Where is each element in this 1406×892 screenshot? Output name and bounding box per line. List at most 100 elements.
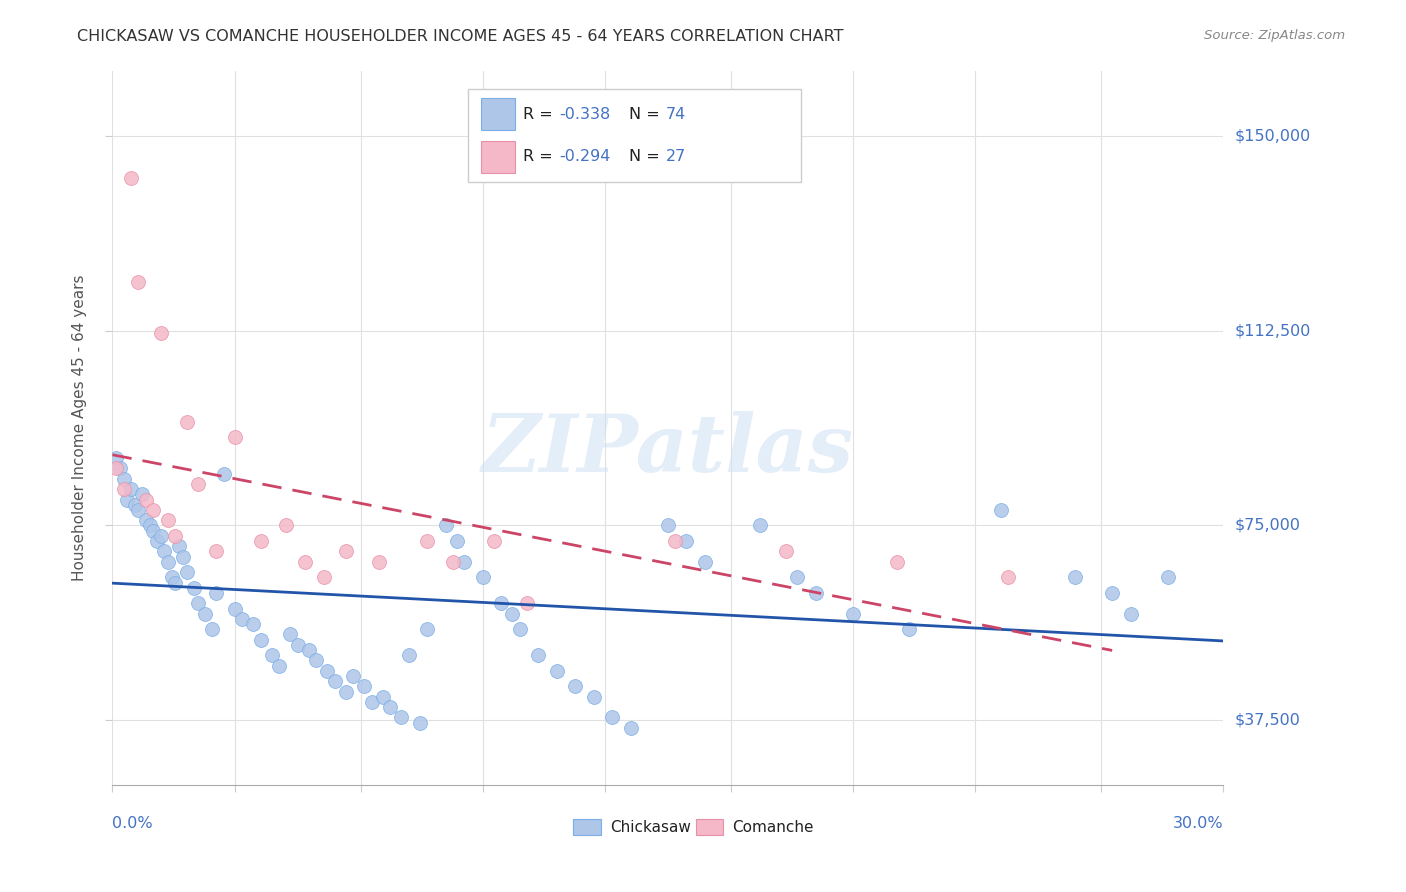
Point	[1119, 607, 1142, 621]
Text: 0.0%: 0.0%	[112, 815, 153, 830]
Point	[471, 570, 494, 584]
Point	[276, 518, 298, 533]
Point	[441, 555, 464, 569]
Point	[1156, 570, 1178, 584]
Text: $112,500: $112,500	[1234, 324, 1310, 338]
Point	[335, 544, 357, 558]
Point	[135, 492, 157, 507]
Point	[294, 555, 316, 569]
Point	[693, 555, 716, 569]
Point	[127, 275, 149, 289]
Point	[990, 503, 1012, 517]
Bar	[481, 141, 515, 173]
Point	[157, 513, 180, 527]
Point	[453, 555, 475, 569]
Point	[138, 518, 160, 533]
Point	[187, 596, 209, 610]
Point	[176, 415, 198, 429]
Text: $75,000: $75,000	[1234, 518, 1301, 533]
Point	[323, 674, 346, 689]
Point	[131, 487, 153, 501]
Point	[105, 450, 128, 465]
Point	[360, 695, 382, 709]
Text: N =: N =	[628, 150, 665, 164]
Point	[1101, 586, 1123, 600]
Point	[124, 498, 146, 512]
Bar	[574, 819, 602, 835]
Point	[335, 684, 357, 698]
Point	[409, 715, 432, 730]
Point	[316, 664, 339, 678]
Point	[657, 518, 679, 533]
Text: Chickasaw: Chickasaw	[610, 820, 690, 835]
Point	[446, 534, 468, 549]
Point	[398, 648, 420, 663]
Point	[183, 581, 205, 595]
Point	[527, 648, 550, 663]
Point	[176, 565, 198, 579]
Point	[775, 544, 797, 558]
Point	[804, 586, 827, 600]
Point	[142, 503, 165, 517]
Bar	[481, 98, 515, 130]
Point	[167, 539, 190, 553]
Text: R =: R =	[523, 150, 558, 164]
Point	[212, 467, 235, 481]
Point	[112, 482, 135, 496]
Y-axis label: Householder Income Ages 45 - 64 years: Householder Income Ages 45 - 64 years	[72, 275, 87, 582]
Point	[120, 170, 142, 185]
Point	[201, 622, 224, 636]
Point	[342, 669, 364, 683]
Point	[675, 534, 697, 549]
Point	[149, 529, 172, 543]
Point	[886, 555, 908, 569]
Point	[482, 534, 505, 549]
Text: ZIPatlas: ZIPatlas	[482, 411, 853, 488]
Point	[231, 612, 253, 626]
Point	[287, 638, 309, 652]
Text: -0.338: -0.338	[560, 107, 610, 121]
Point	[298, 643, 321, 657]
Text: R =: R =	[523, 107, 558, 121]
Text: 30.0%: 30.0%	[1173, 815, 1223, 830]
Point	[749, 518, 772, 533]
Point	[380, 700, 402, 714]
Point	[242, 617, 264, 632]
Point	[172, 549, 194, 564]
Point	[194, 607, 217, 621]
Point	[105, 461, 128, 475]
Point	[582, 690, 605, 704]
Point	[149, 326, 172, 341]
Point	[112, 472, 135, 486]
Point	[509, 622, 531, 636]
Point	[564, 679, 586, 693]
Point	[546, 664, 568, 678]
Point	[146, 534, 169, 549]
Text: 27: 27	[665, 150, 686, 164]
Point	[602, 710, 624, 724]
Text: N =: N =	[628, 107, 665, 121]
Point	[416, 534, 439, 549]
Point	[135, 513, 157, 527]
Point	[516, 596, 538, 610]
Point	[205, 586, 228, 600]
Point	[205, 544, 228, 558]
Point	[153, 544, 176, 558]
Point	[353, 679, 375, 693]
Point	[117, 492, 139, 507]
Point	[224, 601, 246, 615]
Text: CHICKASAW VS COMANCHE HOUSEHOLDER INCOME AGES 45 - 64 YEARS CORRELATION CHART: CHICKASAW VS COMANCHE HOUSEHOLDER INCOME…	[77, 29, 844, 44]
Text: $150,000: $150,000	[1234, 128, 1310, 144]
Point	[120, 482, 142, 496]
Point	[142, 524, 165, 538]
FancyBboxPatch shape	[468, 89, 801, 182]
Point	[664, 534, 686, 549]
Point	[1064, 570, 1087, 584]
Point	[434, 518, 457, 533]
Point	[368, 555, 391, 569]
Point	[997, 570, 1019, 584]
Point	[305, 653, 328, 667]
Point	[108, 461, 131, 475]
Point	[389, 710, 412, 724]
Point	[249, 632, 271, 647]
